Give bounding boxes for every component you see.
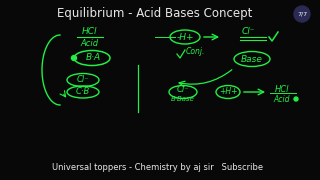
Circle shape [294,6,310,22]
Text: Universal toppers - Chemistry by aj sir   Subscribe: Universal toppers - Chemistry by aj sir … [52,163,264,172]
Text: 7/7: 7/7 [297,12,307,17]
Text: B·A: B·A [85,53,100,62]
Text: HCl: HCl [82,28,98,37]
Text: Cl⁻: Cl⁻ [177,84,189,93]
Circle shape [71,55,76,60]
Text: Acid: Acid [81,39,99,48]
Text: C·B: C·B [76,87,90,96]
Text: Base: Base [241,55,263,64]
Text: Conj.: Conj. [186,48,205,57]
Text: HCl: HCl [275,84,289,93]
Text: Cl⁻: Cl⁻ [77,75,89,84]
Text: B·Base: B·Base [171,96,195,102]
Text: -H+: -H+ [176,33,194,42]
Text: Cl⁻: Cl⁻ [242,28,255,37]
Circle shape [294,97,298,101]
Text: Acid: Acid [274,94,290,103]
Text: +H+: +H+ [219,87,237,96]
Text: Equilibrium - Acid Bases Concept: Equilibrium - Acid Bases Concept [57,7,253,20]
